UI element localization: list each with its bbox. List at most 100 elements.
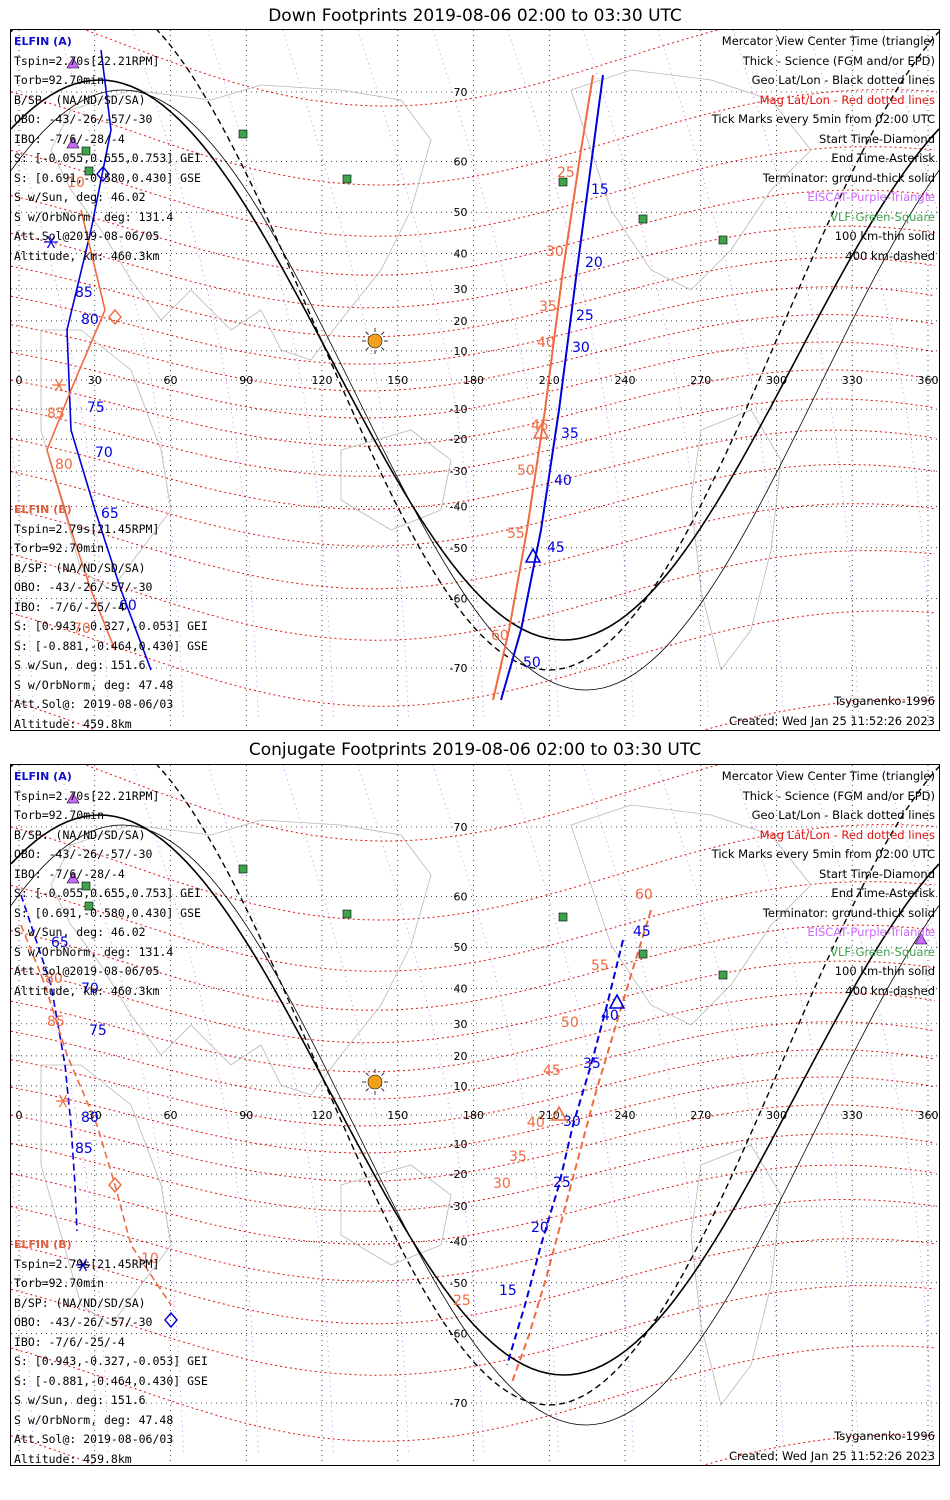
legend-entry: Thick - Science (FGM and/or EPD)	[742, 53, 935, 68]
elfin-b-track	[492, 74, 594, 701]
mag-longitude-line	[207, 765, 334, 1456]
mag-longitude-line	[132, 765, 259, 1456]
elfin-b-tick-label: 60	[491, 628, 509, 644]
elfin-b-tick-label: 45	[543, 1063, 561, 1079]
mag-longitude-line	[57, 765, 184, 1456]
elfin-a-tick-label: 65	[51, 935, 69, 951]
elfin-a-track-secondary	[66, 49, 152, 671]
longitude-tick-label: 0	[16, 374, 23, 387]
mag-longitude-line	[357, 765, 484, 1456]
longitude-tick-label: 360	[918, 1109, 939, 1122]
mag-longitude-line	[11, 118, 109, 721]
info-line: IBO: -7/6/-25/-4	[14, 1334, 125, 1349]
legend-entry: Mercator View Center Time (triangle)	[721, 34, 935, 48]
longitude-tick-label: 240	[615, 374, 636, 387]
vlf-station-square	[558, 912, 568, 922]
legend-entry: Tick Marks every 5min from 02:00 UTC	[711, 112, 935, 126]
elfin-b-tick-label: 70	[73, 621, 91, 637]
info-line: S w/Sun, deg: 151.6	[14, 658, 146, 672]
mag-longitude-line	[282, 765, 409, 1456]
longitude-tick-label: 180	[463, 374, 484, 387]
elfin-a-tick-label: 80	[81, 1110, 99, 1126]
legend-entry: Mag Lat/Lon - Red dotted lines	[759, 92, 935, 107]
legend-entry: Start Time-Diamond	[819, 131, 935, 146]
sun-ray	[365, 331, 369, 335]
eiscat-triangle-icon	[66, 792, 80, 804]
elfin-a-tick-label: 65	[101, 506, 119, 522]
info-line: S w/OrbNorm, deg: 131.4	[14, 944, 174, 959]
info-line: IBO: -7/6/-28/-4	[14, 131, 125, 146]
latitude-tick-label: 20	[454, 1050, 468, 1063]
legend-entry: VLF-Green-Square	[830, 944, 935, 959]
elfin-a-tick-label: 40	[601, 1008, 619, 1024]
vlf-station-square	[84, 166, 94, 176]
info-line: S w/OrbNorm, deg: 47.48	[14, 1412, 174, 1427]
latitude-tick-label: -20	[450, 433, 468, 446]
longitude-tick-label: 90	[239, 1109, 253, 1122]
info-line: Altitude: 459.8km	[14, 716, 132, 731]
mag-longitude-line	[807, 765, 934, 1456]
down-footprints-title: Down Footprints 2019-08-06 02:00 to 03:3…	[268, 6, 682, 26]
info-line: OBO: -43/-26/-57/-30	[14, 580, 153, 594]
elfin-a-tick-label: 30	[563, 1114, 581, 1130]
elfin-a-start-diamond	[96, 165, 110, 183]
info-line: S: [0.691,-0.580,0.430] GSE	[14, 905, 201, 920]
info-line: S: [-0.881,-0.464,0.430] GSE	[14, 1373, 208, 1388]
mag-latitude-line	[11, 1238, 936, 1325]
longitude-tick-label: 360	[918, 374, 939, 387]
elfin-b-tick-label: 55	[507, 526, 525, 542]
elfin-a-end-asterisk	[78, 1258, 88, 1272]
elfin-a-tick-label: 70	[81, 981, 99, 997]
down-footprints-map: 70 60 50 40 30 20 10 -10 -20 -30 -40 -50 -60 -70 0 30 60…	[10, 29, 940, 731]
elfin-a-track-secondary	[20, 894, 78, 1232]
mag-latitude-line	[11, 1164, 936, 1245]
mag-latitude-line	[11, 1199, 936, 1282]
legend-entry: Start Time-Diamond	[819, 866, 935, 881]
elfin-b-tick-label: 35	[509, 1149, 527, 1165]
legend-entry: End Time-Asterisk	[831, 886, 935, 900]
info-line: S: [0.691,-0.580,0.430] GSE	[14, 170, 201, 185]
elfin-a-tick-label: 35	[561, 426, 579, 442]
mag-latitude-line	[11, 960, 936, 1044]
info-line: B/SP: (NA/ND/SD/SA)	[14, 560, 146, 575]
sun-ray	[381, 1088, 385, 1092]
mag-longitude-line	[657, 30, 784, 721]
mag-latitude-line	[11, 89, 936, 186]
legend-entry: 100 km-thin solid	[834, 964, 935, 978]
terminator-ground-line	[11, 79, 939, 641]
terminator-100km-line	[11, 89, 939, 691]
mag-longitude-line	[282, 30, 409, 721]
mag-longitude-line	[582, 30, 709, 721]
elfin-b-tick-label: 40	[537, 335, 555, 351]
info-line: S: [-0.881,-0.464,0.430] GSE	[14, 638, 208, 653]
elfin-a-tick-label: 15	[591, 182, 609, 198]
elfin-b-tick-label: 50	[561, 1015, 579, 1031]
satellite-header: ELFIN (A)	[14, 35, 72, 48]
latitude-tick-label: 60	[454, 890, 468, 903]
legend-entry: EISCAT-Purple-Triangle	[807, 925, 935, 939]
info-line: OBO: -43/-26/-57/-30	[14, 112, 153, 126]
mag-latitude-line	[11, 464, 936, 547]
elfin-b-tick-label: 25	[453, 1293, 471, 1309]
info-line: Tspin=2.79s[21.45RPM]	[14, 1256, 160, 1271]
info-line: S w/OrbNorm, deg: 47.48	[14, 677, 174, 692]
elfin-a-tick-label: 20	[531, 1220, 549, 1236]
info-line: Att.Sol@2019-08-06/05	[14, 229, 160, 243]
latitude-tick-label: -70	[450, 662, 468, 675]
info-line: S: [-0.055,0.655,0.753] GEI	[14, 886, 201, 900]
latitude-tick-label: 40	[454, 247, 468, 260]
info-line: OBO: -43/-26/-57/-30	[14, 1315, 153, 1329]
mag-latitude-line	[11, 398, 936, 477]
info-line: Torb=92.70min	[14, 808, 105, 822]
mag-latitude-line	[11, 550, 936, 641]
legend-entry: EISCAT-Purple-Triangle	[807, 190, 935, 204]
info-line: S w/Sun, deg: 151.6	[14, 1393, 146, 1407]
elfin-a-tick-label: 40	[554, 473, 572, 489]
latitude-tick-label: 50	[454, 941, 468, 954]
legend-entry: Geo Lat/Lon - Black dotted lines	[751, 73, 935, 87]
elfin-b-tick-label: 30	[493, 1176, 511, 1192]
mag-latitude-line	[11, 1345, 936, 1442]
info-line: Torb=92.70min	[14, 73, 105, 87]
elfin-a-tick-label: 75	[87, 400, 105, 416]
longitude-tick-label: 330	[842, 1109, 863, 1122]
